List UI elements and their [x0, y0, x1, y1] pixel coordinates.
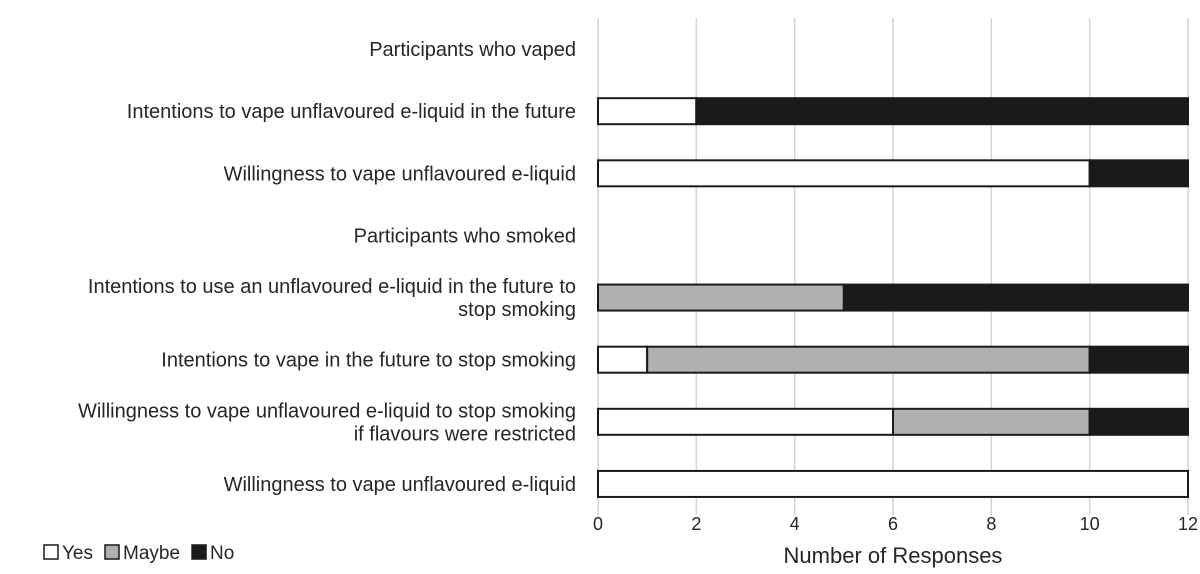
category-labels: Participants who vaped Intentions to vape… [78, 39, 576, 496]
bar-segment-no-5 [1088, 345, 1189, 374]
legend-label-yes: Yes [62, 543, 93, 564]
x-axis-title: Number of Responses [784, 543, 1003, 568]
legend-label-no: No [210, 543, 234, 564]
category-label: Willingness to vape unflavoured e-liquid [224, 474, 576, 496]
bar-segment-no-6 [1088, 407, 1189, 436]
bar-segment-maybe-4 [597, 283, 845, 312]
category-label: stop smoking [458, 299, 576, 321]
bar-segment-no-4 [842, 283, 1189, 312]
bar-segment-yes-5 [597, 345, 649, 374]
category-label: Intentions to use an unflavoured e-liqui… [88, 276, 576, 298]
bar-segment-no-2 [1088, 159, 1189, 188]
legend: Yes Maybe No [43, 543, 234, 564]
x-tick-label: 4 [790, 514, 800, 534]
x-tick-label: 0 [593, 514, 603, 534]
category-label: Participants who vaped [369, 39, 576, 61]
bar-segment-maybe-5 [646, 345, 1091, 374]
bar-segment-yes-1 [597, 97, 698, 126]
category-label: Willingness to vape unflavoured e-liquid [224, 163, 576, 185]
x-tick-label: 10 [1080, 514, 1100, 534]
category-label: Participants who smoked [354, 225, 576, 247]
x-tick-label: 8 [986, 514, 996, 534]
bar-segment-no-1 [695, 97, 1189, 126]
bars [597, 97, 1189, 498]
bar-segment-yes-6 [597, 407, 894, 436]
x-tick-label: 6 [888, 514, 898, 534]
category-label: if flavours were restricted [354, 423, 576, 445]
bar-segment-maybe-6 [892, 407, 1091, 436]
gridlines [597, 18, 1189, 515]
x-tick-label: 2 [691, 514, 701, 534]
bar-segment-yes-7 [597, 469, 1189, 498]
x-axis: 0 2 4 6 8 10 12 [593, 514, 1198, 534]
bar-segment-yes-2 [597, 159, 1091, 188]
category-label: Intentions to vape unflavoured e-liquid … [127, 101, 576, 123]
category-label: Willingness to vape unflavoured e-liquid… [78, 400, 576, 422]
legend-swatch-maybe [104, 544, 120, 560]
category-label: Intentions to vape in the future to stop… [161, 350, 576, 372]
legend-label-maybe: Maybe [123, 543, 180, 564]
legend-swatch-yes [43, 544, 59, 560]
x-tick-label: 12 [1178, 514, 1198, 534]
legend-swatch-no [191, 544, 207, 560]
